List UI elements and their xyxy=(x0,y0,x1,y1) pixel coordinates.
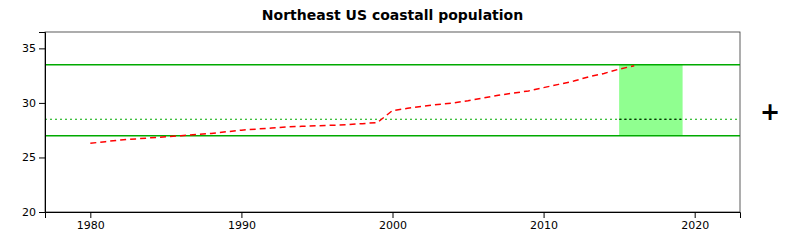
tick-mark xyxy=(393,212,394,218)
tick: 35 xyxy=(22,42,45,55)
tick: 1980 xyxy=(77,212,105,232)
plot-frame xyxy=(45,32,740,212)
tick: 2010 xyxy=(530,212,558,232)
tick-label: 20 xyxy=(22,206,36,219)
reference-line xyxy=(45,135,740,137)
tick-label: 25 xyxy=(22,151,36,164)
tick-mark xyxy=(39,157,45,158)
tick-label: 30 xyxy=(22,97,36,110)
tick-label: 2000 xyxy=(379,219,407,232)
axis-line xyxy=(39,33,46,213)
title: Northeast US coastall population xyxy=(262,7,523,23)
tick-mark xyxy=(544,212,545,218)
tick-mark xyxy=(39,212,45,213)
annotation: + xyxy=(760,98,780,126)
marks xyxy=(45,65,740,144)
axis-line xyxy=(46,213,741,219)
reference-line xyxy=(45,64,740,66)
tick: 20 xyxy=(22,206,45,219)
tick-mark xyxy=(90,212,91,218)
tick: 25 xyxy=(22,151,45,164)
reference-line xyxy=(619,119,682,120)
tick: 2020 xyxy=(681,212,709,232)
tick: 2000 xyxy=(379,212,407,232)
tick-mark xyxy=(39,103,45,104)
tick: 30 xyxy=(22,97,45,110)
tick-mark xyxy=(241,212,242,218)
tick: 1990 xyxy=(228,212,256,232)
data-line xyxy=(90,66,634,143)
y-axis: 20 25 30 35 xyxy=(22,33,46,220)
chart: 1980199020002010202020253035Northeast US… xyxy=(0,0,800,240)
tick-label: 2010 xyxy=(530,219,558,232)
tick-label: 1980 xyxy=(77,219,105,232)
band xyxy=(619,65,682,136)
tick-label: 35 xyxy=(22,42,36,55)
tick-label: 1990 xyxy=(228,219,256,232)
x-axis: 1980 1990 2000 2010 2020 xyxy=(46,212,741,232)
tick-mark xyxy=(39,48,45,49)
tick-mark xyxy=(695,212,696,218)
plot: 1980199020002010202020253035 xyxy=(22,32,741,232)
tick-label: 2020 xyxy=(681,219,709,232)
reference-line xyxy=(45,119,740,120)
